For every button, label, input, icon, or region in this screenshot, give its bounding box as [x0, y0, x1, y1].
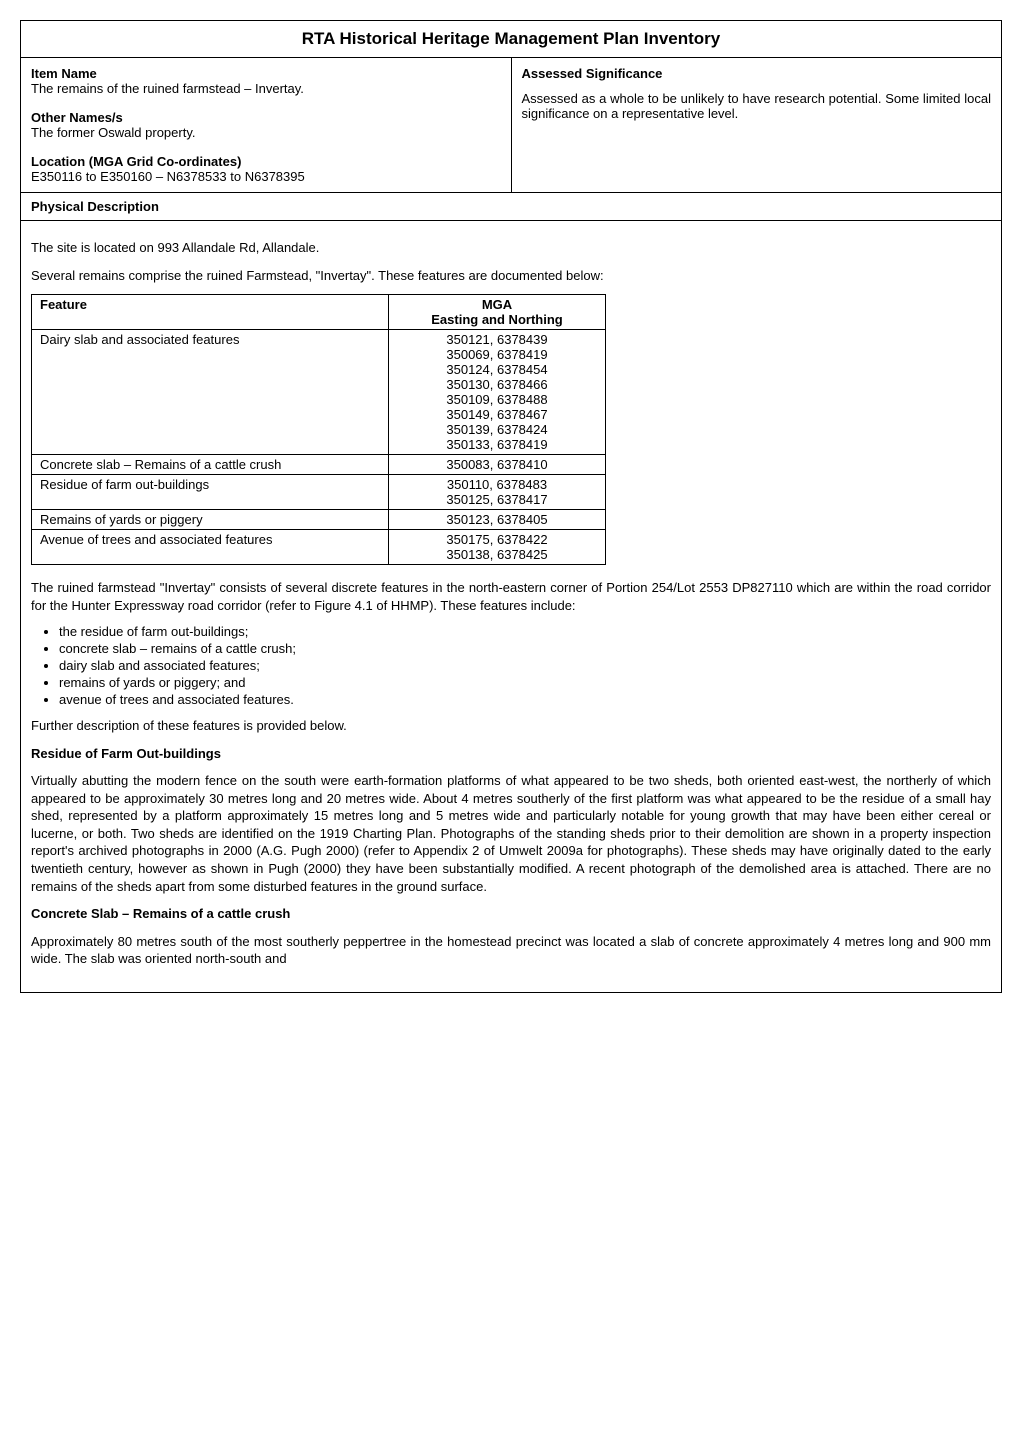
mga-value: 350109, 6378488	[397, 392, 597, 407]
section1-heading: Residue of Farm Out-buildings	[31, 745, 991, 763]
section2-heading: Concrete Slab – Remains of a cattle crus…	[31, 905, 991, 923]
paragraph-further: Further description of these features is…	[31, 717, 991, 735]
table-row: Avenue of trees and associated features3…	[32, 530, 606, 565]
list-item: concrete slab – remains of a cattle crus…	[59, 641, 991, 656]
intro-paragraph-1: The site is located on 993 Allandale Rd,…	[31, 239, 991, 257]
table-header-mga-line2: Easting and Northing	[397, 312, 597, 327]
bullet-list: the residue of farm out-buildings; concre…	[31, 624, 991, 707]
mga-value: 350175, 6378422	[397, 532, 597, 547]
table-row: Residue of farm out-buildings350110, 637…	[32, 475, 606, 510]
title-row: RTA Historical Heritage Management Plan …	[21, 21, 1001, 58]
table-cell-feature: Concrete slab – Remains of a cattle crus…	[32, 455, 389, 475]
mga-value: 350139, 6378424	[397, 422, 597, 437]
table-body: Dairy slab and associated features350121…	[32, 330, 606, 565]
list-item: avenue of trees and associated features.	[59, 692, 991, 707]
location-block: Location (MGA Grid Co-ordinates) E350116…	[31, 154, 501, 184]
mga-value: 350069, 6378419	[397, 347, 597, 362]
table-cell-feature: Remains of yards or piggery	[32, 510, 389, 530]
location-text: E350116 to E350160 – N6378533 to N637839…	[31, 169, 501, 184]
mga-value: 350124, 6378454	[397, 362, 597, 377]
section1-paragraph: Virtually abutting the modern fence on t…	[31, 772, 991, 895]
mga-value: 350083, 6378410	[397, 457, 597, 472]
assessed-significance-text: Assessed as a whole to be unlikely to ha…	[522, 91, 992, 121]
assessed-significance-label: Assessed Significance	[522, 66, 992, 81]
table-cell-feature: Residue of farm out-buildings	[32, 475, 389, 510]
mga-value: 350138, 6378425	[397, 547, 597, 562]
item-name-text: The remains of the ruined farmstead – In…	[31, 81, 501, 96]
mga-value: 350121, 6378439	[397, 332, 597, 347]
paragraph-after-table: The ruined farmstead "Invertay" consists…	[31, 579, 991, 614]
list-item: the residue of farm out-buildings;	[59, 624, 991, 639]
table-header-mga: MGA Easting and Northing	[389, 295, 606, 330]
other-names-block: Other Names/s The former Oswald property…	[31, 110, 501, 140]
intro-paragraph-2: Several remains comprise the ruined Farm…	[31, 267, 991, 285]
header-right-column: Assessed Significance Assessed as a whol…	[512, 58, 1002, 192]
assessed-significance-block: Assessed Significance Assessed as a whol…	[522, 66, 992, 121]
table-header-row: Feature MGA Easting and Northing	[32, 295, 606, 330]
page-container: RTA Historical Heritage Management Plan …	[20, 20, 1002, 993]
physical-description-row: Physical Description	[21, 193, 1001, 221]
table-cell-mga: 350083, 6378410	[389, 455, 606, 475]
location-label: Location (MGA Grid Co-ordinates)	[31, 154, 501, 169]
table-cell-mga: 350110, 6378483350125, 6378417	[389, 475, 606, 510]
table-cell-feature: Dairy slab and associated features	[32, 330, 389, 455]
table-row: Dairy slab and associated features350121…	[32, 330, 606, 455]
feature-table: Feature MGA Easting and Northing Dairy s…	[31, 294, 606, 565]
item-name-label: Item Name	[31, 66, 501, 81]
page-title: RTA Historical Heritage Management Plan …	[21, 29, 1001, 49]
item-name-block: Item Name The remains of the ruined farm…	[31, 66, 501, 96]
header-grid: Item Name The remains of the ruined farm…	[21, 58, 1001, 193]
mga-value: 350110, 6378483	[397, 477, 597, 492]
table-header-feature: Feature	[32, 295, 389, 330]
other-names-text: The former Oswald property.	[31, 125, 501, 140]
table-row: Remains of yards or piggery 350123, 63784…	[32, 510, 606, 530]
table-cell-feature: Avenue of trees and associated features	[32, 530, 389, 565]
header-left-column: Item Name The remains of the ruined farm…	[21, 58, 512, 192]
other-names-label: Other Names/s	[31, 110, 501, 125]
section2-paragraph: Approximately 80 metres south of the mos…	[31, 933, 991, 968]
table-row: Concrete slab – Remains of a cattle crus…	[32, 455, 606, 475]
mga-value: 350133, 6378419	[397, 437, 597, 452]
list-item: remains of yards or piggery; and	[59, 675, 991, 690]
table-header-mga-line1: MGA	[397, 297, 597, 312]
mga-value: 350125, 6378417	[397, 492, 597, 507]
physical-description-label: Physical Description	[31, 199, 159, 214]
mga-value: 350149, 6378467	[397, 407, 597, 422]
table-cell-mga: 350123, 6378405	[389, 510, 606, 530]
list-item: dairy slab and associated features;	[59, 658, 991, 673]
mga-value: 350130, 6378466	[397, 377, 597, 392]
mga-value: 350123, 6378405	[397, 512, 597, 527]
table-cell-mga: 350121, 6378439350069, 6378419350124, 63…	[389, 330, 606, 455]
table-cell-mga: 350175, 6378422350138, 6378425	[389, 530, 606, 565]
body-section: The site is located on 993 Allandale Rd,…	[21, 221, 1001, 992]
